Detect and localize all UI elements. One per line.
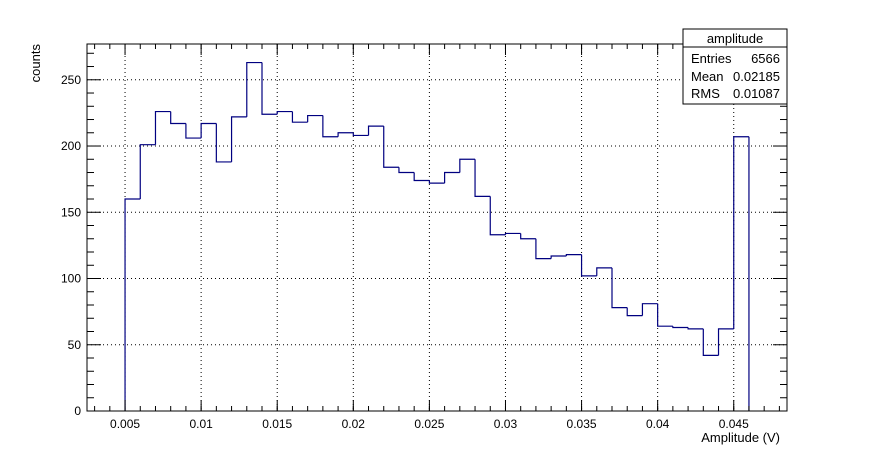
stats-mean-label: Mean xyxy=(691,69,724,84)
histogram-bin xyxy=(733,136,749,329)
y-tick-label: 250 xyxy=(61,73,81,87)
histogram-bin xyxy=(550,255,567,259)
histogram-bin xyxy=(170,111,186,125)
histogram-bin xyxy=(276,110,293,115)
histogram-bin xyxy=(580,254,597,277)
histogram-bin xyxy=(428,180,445,184)
x-tick-label: 0.005 xyxy=(110,417,140,431)
y-tick-label: 200 xyxy=(61,139,81,153)
grid-lines xyxy=(87,44,787,411)
histogram-bin xyxy=(413,172,430,182)
x-tick-label: 0.045 xyxy=(719,417,749,431)
plot-frame xyxy=(86,43,788,412)
histogram-bin xyxy=(322,115,339,138)
histogram-bin xyxy=(230,116,247,162)
stats-rms-label: RMS xyxy=(691,86,720,101)
stats-rms-value: 0.01087 xyxy=(733,86,780,101)
histogram-bin xyxy=(489,196,506,236)
histogram-bin xyxy=(687,327,704,330)
histogram-bin xyxy=(383,126,399,168)
histogram-bin xyxy=(535,238,552,260)
histogram-bin xyxy=(702,328,719,356)
histogram-bin xyxy=(352,132,369,137)
y-axis-ticks: 0 50 100 150 200 250 xyxy=(61,52,787,418)
histogram-bin xyxy=(520,233,536,240)
histogram-bin xyxy=(459,158,476,173)
x-tick-label: 0.035 xyxy=(567,417,597,431)
x-axis-ticks: 0.005 0.01 0.015 0.02 0.025 0.03 0.035 0.04 0.04… xyxy=(94,44,780,431)
histogram-bin xyxy=(474,159,491,197)
histogram-bin xyxy=(154,110,171,145)
histogram-bin xyxy=(672,326,689,329)
histogram-bin xyxy=(444,171,460,184)
histogram-bin xyxy=(504,232,521,235)
y-tick-label: 150 xyxy=(61,205,81,219)
histogram-bin xyxy=(611,267,628,309)
histogram-bin xyxy=(657,303,673,327)
stats-entries-label: Entries xyxy=(691,51,732,66)
y-tick-label: 100 xyxy=(61,272,81,286)
stats-box: amplitude Entries 6566 Mean 0.02185 RMS … xyxy=(682,28,788,105)
histogram-bin xyxy=(307,114,323,123)
histogram-bin xyxy=(185,123,202,139)
x-tick-label: 0.03 xyxy=(494,417,518,431)
histogram-bin xyxy=(246,61,262,117)
x-tick-label: 0.025 xyxy=(414,417,444,431)
x-axis-label: Amplitude (V) xyxy=(701,430,780,445)
histogram-bin xyxy=(641,303,658,316)
x-tick-label: 0.02 xyxy=(342,417,366,431)
stats-mean-value: 0.02185 xyxy=(733,69,780,84)
stats-box-frame xyxy=(682,28,788,105)
histogram-bin xyxy=(337,132,354,137)
histogram-bin xyxy=(215,123,232,163)
x-tick-label: 0.04 xyxy=(646,417,670,431)
histogram-bin xyxy=(139,144,156,200)
histogram-bin xyxy=(367,125,384,136)
y-axis-label: counts xyxy=(28,44,43,83)
histogram-bin xyxy=(596,267,612,276)
histogram-bin xyxy=(717,328,734,356)
histogram-bin xyxy=(626,307,643,317)
histogram-bin xyxy=(398,167,415,174)
histogram-bin xyxy=(200,122,217,139)
histogram-series xyxy=(124,61,750,411)
y-tick-label: 50 xyxy=(68,338,82,352)
stats-box-title: amplitude xyxy=(707,31,763,46)
histogram-bin xyxy=(261,62,278,115)
x-tick-label: 0.01 xyxy=(189,417,213,431)
stats-entries-value: 6566 xyxy=(751,51,780,66)
x-tick-label: 0.015 xyxy=(262,417,292,431)
histogram-bin xyxy=(124,198,141,411)
histogram-bin xyxy=(565,254,582,256)
y-tick-label: 0 xyxy=(74,404,81,418)
histogram-bin xyxy=(291,111,308,123)
